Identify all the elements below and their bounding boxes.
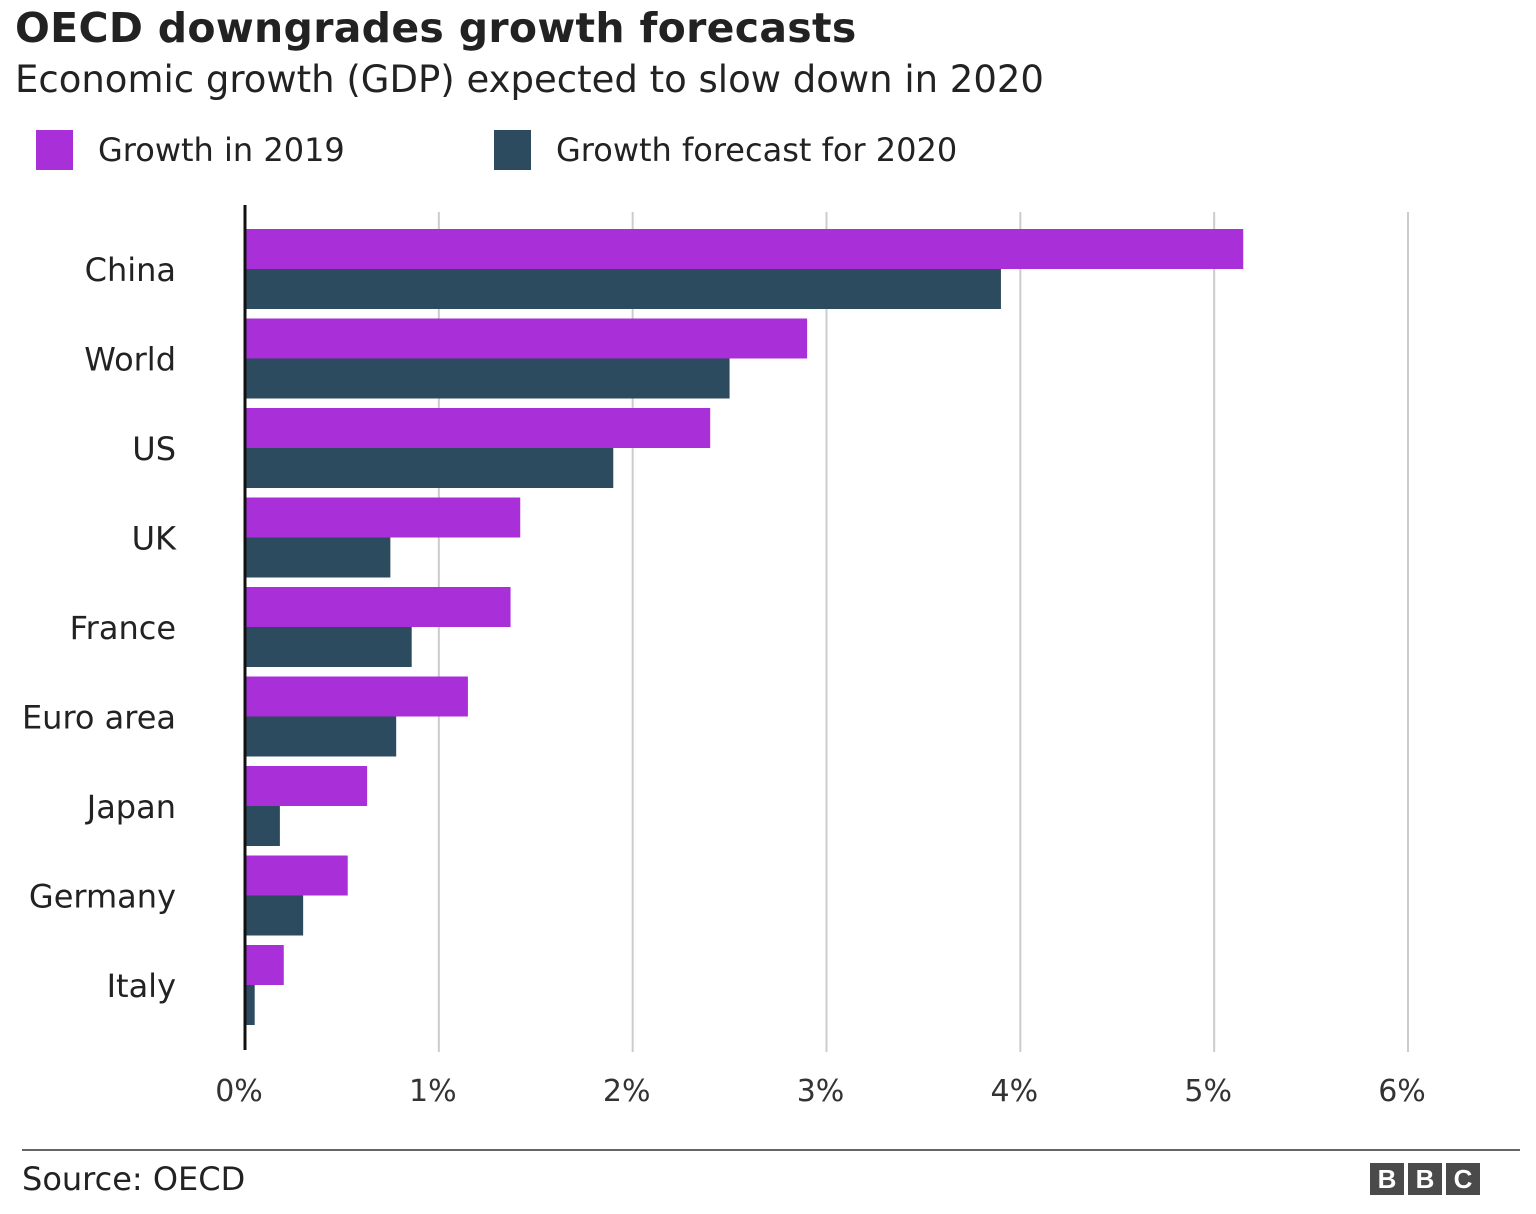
bar-uk-2019 (245, 497, 521, 538)
bar-world-2019 (245, 318, 808, 359)
bar-germany-2019 (245, 855, 348, 896)
bar-italy-2019 (245, 945, 284, 985)
legend-item-2019: Growth in 2019 (36, 130, 345, 170)
x-tick-label: 0% (215, 1074, 263, 1109)
x-tick-label: 1% (409, 1074, 457, 1109)
chart-title: OECD downgrades growth forecasts (15, 4, 857, 52)
bar-france-2020 (245, 627, 412, 667)
legend-label-2019: Growth in 2019 (98, 131, 345, 169)
category-label: UK (132, 520, 177, 558)
bar-euro-area-2019 (245, 676, 468, 717)
bar-italy-2020 (245, 985, 255, 1025)
category-label: Germany (29, 878, 176, 916)
footer-divider (22, 1149, 1520, 1151)
category-label: Euro area (22, 699, 176, 737)
category-label: Japan (85, 788, 176, 826)
legend-swatch-2020 (494, 130, 531, 170)
legend-item-2020: Growth forecast for 2020 (494, 130, 957, 170)
source-note: Source: OECD (22, 1160, 246, 1198)
bar-us-2020 (245, 448, 614, 488)
legend-label-2020: Growth forecast for 2020 (556, 131, 958, 169)
bar-world-2020 (245, 358, 730, 399)
category-label: France (70, 609, 176, 647)
category-label: China (85, 251, 176, 289)
x-tick-label: 5% (1184, 1074, 1232, 1109)
bar-euro-area-2020 (245, 716, 397, 757)
bar-france-2019 (245, 587, 511, 627)
bar-china-2020 (245, 269, 1001, 309)
x-tick-label: 6% (1378, 1074, 1426, 1109)
category-label: Italy (107, 967, 176, 1005)
chart-subtitle: Economic growth (GDP) expected to slow d… (15, 58, 1044, 101)
category-label: World (84, 341, 176, 379)
bar-us-2019 (245, 408, 711, 448)
legend-swatch-2019 (36, 130, 73, 170)
bar-japan-2020 (245, 806, 280, 846)
x-tick-label: 2% (603, 1074, 651, 1109)
x-tick-label: 4% (991, 1074, 1039, 1109)
bar-china-2019 (245, 229, 1244, 269)
bar-germany-2020 (245, 895, 304, 936)
x-tick-label: 3% (797, 1074, 845, 1109)
bar-uk-2020 (245, 537, 391, 578)
bar-japan-2019 (245, 766, 368, 806)
category-label: US (132, 430, 176, 468)
